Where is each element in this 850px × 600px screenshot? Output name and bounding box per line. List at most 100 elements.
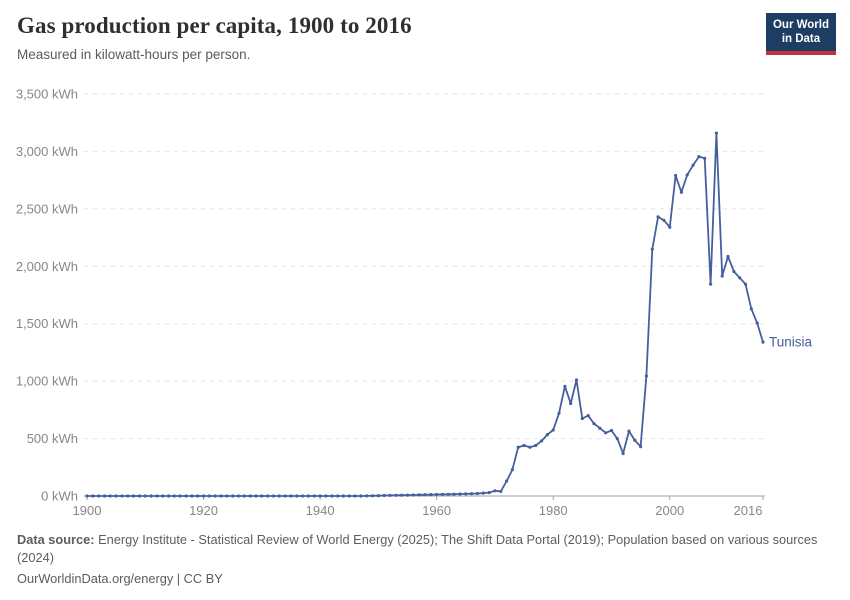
data-point[interactable] — [219, 494, 223, 498]
data-point[interactable] — [534, 443, 538, 448]
data-point[interactable] — [365, 494, 369, 498]
data-point[interactable] — [458, 492, 462, 496]
data-point[interactable] — [516, 445, 520, 449]
data-point[interactable] — [324, 494, 328, 498]
data-point[interactable] — [452, 492, 456, 496]
data-point[interactable] — [621, 451, 625, 456]
data-point[interactable] — [126, 494, 130, 498]
data-point[interactable] — [440, 492, 445, 496]
data-point[interactable] — [691, 163, 695, 167]
data-point[interactable] — [551, 428, 555, 432]
data-point[interactable] — [184, 494, 188, 498]
data-point[interactable] — [639, 445, 643, 449]
data-point[interactable] — [248, 494, 252, 498]
data-point[interactable] — [167, 494, 171, 498]
data-point[interactable] — [446, 492, 450, 496]
data-point[interactable] — [405, 493, 410, 497]
data-point[interactable] — [161, 494, 165, 498]
data-point[interactable] — [679, 190, 684, 194]
data-point[interactable] — [429, 493, 433, 497]
data-point[interactable] — [738, 276, 742, 280]
owid-url-link[interactable]: OurWorldinData.org/energy — [17, 571, 174, 586]
data-point[interactable] — [172, 494, 176, 498]
data-point[interactable] — [359, 494, 363, 498]
data-point[interactable] — [108, 494, 112, 498]
data-point[interactable] — [586, 414, 590, 418]
data-point[interactable] — [574, 378, 579, 382]
data-point[interactable] — [289, 494, 293, 498]
data-point[interactable] — [545, 433, 550, 437]
data-point[interactable] — [644, 374, 649, 378]
data-point[interactable] — [254, 494, 258, 498]
data-point[interactable] — [487, 491, 491, 495]
data-point[interactable] — [493, 489, 497, 493]
data-point[interactable] — [213, 494, 217, 498]
data-point[interactable] — [417, 493, 421, 497]
data-point[interactable] — [481, 491, 485, 495]
data-point[interactable] — [475, 491, 479, 496]
data-point[interactable] — [435, 492, 439, 497]
data-point[interactable] — [609, 428, 614, 433]
data-point[interactable] — [394, 493, 398, 497]
data-point[interactable] — [761, 340, 765, 344]
data-point[interactable] — [102, 494, 107, 498]
data-point[interactable] — [301, 494, 305, 498]
data-point[interactable] — [464, 492, 468, 496]
data-point[interactable] — [662, 218, 666, 222]
data-point[interactable] — [592, 422, 596, 426]
data-point[interactable] — [388, 493, 392, 497]
data-point[interactable] — [155, 494, 159, 498]
data-point[interactable] — [470, 492, 474, 496]
data-point[interactable] — [633, 438, 637, 442]
data-point[interactable] — [376, 494, 380, 498]
data-point[interactable] — [499, 489, 503, 493]
data-point[interactable] — [650, 247, 654, 251]
data-point[interactable] — [137, 494, 141, 498]
data-point[interactable] — [569, 401, 573, 406]
data-point[interactable] — [749, 307, 753, 311]
data-point[interactable] — [743, 282, 748, 286]
data-point[interactable] — [336, 494, 340, 498]
data-point[interactable] — [615, 437, 619, 441]
data-point[interactable] — [353, 494, 357, 498]
data-point[interactable] — [277, 494, 281, 498]
data-point[interactable] — [604, 431, 608, 435]
data-point[interactable] — [703, 156, 707, 160]
data-point[interactable] — [755, 321, 759, 325]
series-line-tunisia[interactable] — [86, 132, 764, 497]
data-point[interactable] — [400, 493, 404, 497]
data-point[interactable] — [709, 282, 713, 286]
data-point[interactable] — [411, 493, 415, 497]
data-point[interactable] — [97, 494, 101, 498]
data-point[interactable] — [510, 468, 514, 472]
data-point[interactable] — [202, 494, 206, 498]
data-point[interactable] — [318, 494, 322, 498]
data-point[interactable] — [271, 494, 276, 498]
data-point[interactable] — [85, 494, 89, 498]
data-point[interactable] — [627, 429, 631, 433]
data-point[interactable] — [260, 494, 264, 498]
data-point[interactable] — [563, 384, 567, 388]
data-point[interactable] — [522, 443, 526, 448]
data-point[interactable] — [371, 494, 375, 498]
data-point[interactable] — [580, 416, 584, 421]
data-point[interactable] — [557, 411, 561, 415]
data-point[interactable] — [697, 155, 701, 159]
data-point[interactable] — [178, 494, 182, 498]
data-point[interactable] — [382, 493, 386, 498]
data-point[interactable] — [330, 494, 334, 498]
data-point[interactable] — [236, 494, 241, 498]
data-point[interactable] — [132, 494, 136, 498]
data-point[interactable] — [266, 494, 270, 498]
data-point[interactable] — [283, 494, 287, 498]
data-point[interactable] — [190, 494, 194, 498]
data-point[interactable] — [598, 426, 602, 430]
owid-logo[interactable]: Our World in Data — [765, 13, 836, 56]
data-point[interactable] — [341, 494, 345, 498]
data-point[interactable] — [656, 215, 660, 219]
data-point[interactable] — [528, 445, 532, 449]
data-point[interactable] — [114, 494, 118, 498]
data-point[interactable] — [225, 494, 229, 498]
data-point[interactable] — [242, 494, 246, 498]
